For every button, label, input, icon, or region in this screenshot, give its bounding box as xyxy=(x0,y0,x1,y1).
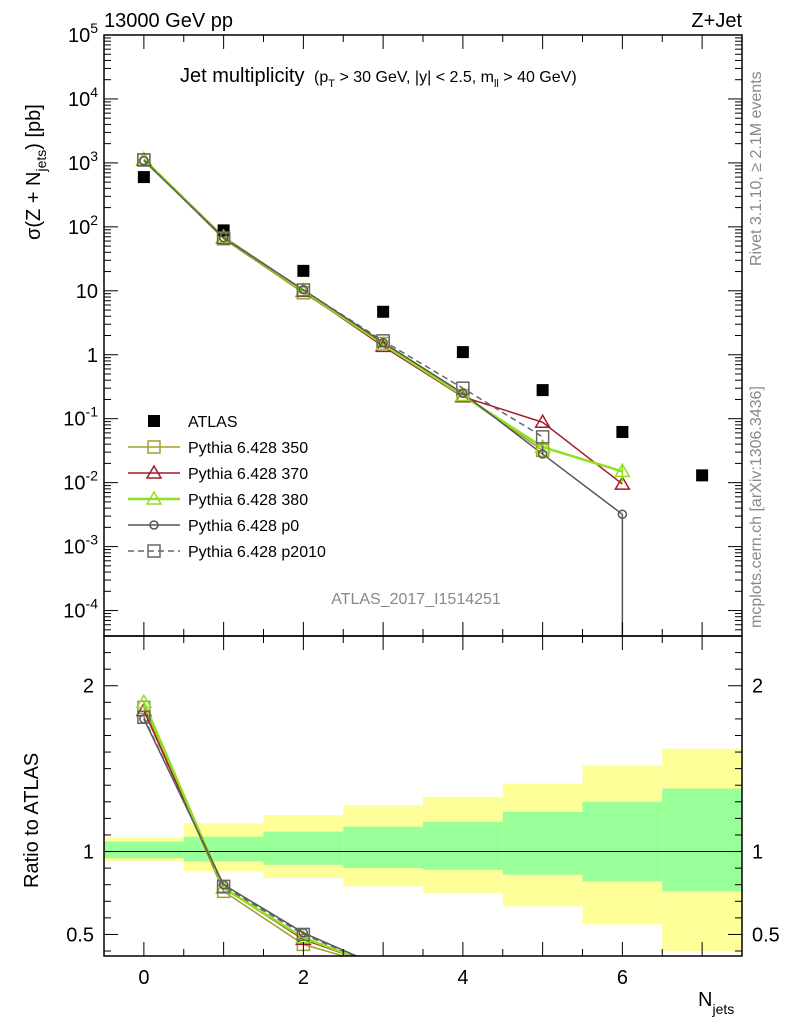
main-panel: 10-4 10-3 10-2 10-1 1 10 102 103 104 105 Jet mult… xyxy=(23,20,743,637)
mcplots-side-label: mcplots.cern.ch [arXiv:1306.3436] xyxy=(748,386,765,628)
y-axis-label-top: σ(Z + Njets) [pb] xyxy=(23,104,49,240)
ratio-marker-pythia-6-428-380-0 xyxy=(135,693,153,709)
rivet-side-label: Rivet 3.1.10, ≥ 2.1M events xyxy=(748,71,765,266)
ratio-band-green-5 xyxy=(502,811,583,875)
marker-pythia-6-428-p2010-1 xyxy=(216,231,231,245)
marker-pythia-6-428-p0-4 xyxy=(458,388,468,399)
y-tick-label: 10-2 xyxy=(63,468,98,495)
series-line-pythia-6-428-350 xyxy=(143,159,544,451)
legend: ATLAS Pythia 6.428 350 Pythia 6.428 370 Pyt… xyxy=(128,414,326,561)
ratio-band-green-1 xyxy=(183,836,264,862)
marker-atlas-2 xyxy=(297,264,310,277)
ratio-band-green-2 xyxy=(263,831,344,865)
x-tick-label: 0 xyxy=(138,967,149,989)
ratio-marker-pythia-6-428-p2010-0 xyxy=(137,710,151,724)
x-tick-label: 2 xyxy=(298,967,309,989)
marker-pythia-6-428-p0-6 xyxy=(617,509,628,520)
marker-pythia-6-428-380-6 xyxy=(614,462,631,478)
ratio-bands xyxy=(104,748,742,952)
y-tick-label: 10 xyxy=(76,281,98,303)
marker-pythia-6-428-p2010-4 xyxy=(456,381,470,395)
legend-marker-atlas xyxy=(148,415,160,427)
marker-pythia-6-428-370-6 xyxy=(614,475,631,490)
legend-label-pythia-6-428-p0: Pythia 6.428 p0 xyxy=(188,518,299,535)
ratio-y-tick-label-left: 1 xyxy=(83,842,94,864)
legend-marker-pythia-6-428-380 xyxy=(145,490,163,505)
legend-marker-pythia-6-428-p0 xyxy=(149,520,159,530)
x-tick-label: 4 xyxy=(457,967,468,989)
ratio-band-green-7 xyxy=(662,788,742,892)
marker-atlas-7 xyxy=(696,469,709,482)
y-tick-label: 105 xyxy=(68,20,98,47)
marker-atlas-6 xyxy=(616,425,629,438)
marker-pythia-6-428-p0-5 xyxy=(537,449,548,459)
legend-label-atlas: ATLAS xyxy=(188,414,238,431)
y-tick-label: 103 xyxy=(68,148,98,175)
legend-marker-pythia-6-428-p2010 xyxy=(147,544,161,558)
header-right-label: Z+Jet xyxy=(691,10,742,32)
marker-atlas-0 xyxy=(137,171,150,184)
marker-atlas-3 xyxy=(377,305,390,318)
marker-pythia-6-428-p2010-2 xyxy=(296,283,311,297)
plot-title: Jet multiplicity xyxy=(180,65,304,87)
y-tick-label: 10-1 xyxy=(63,404,98,431)
y-axis-label-bottom: Ratio to ATLAS xyxy=(21,753,43,888)
marker-pythia-6-428-p0-1 xyxy=(218,232,229,243)
x-tick-label: 6 xyxy=(617,967,628,989)
marker-pythia-6-428-p2010-3 xyxy=(376,334,390,348)
legend-marker-pythia-6-428-350 xyxy=(147,440,161,454)
ratio-band-green-3 xyxy=(343,826,423,869)
svg-text:Jet multiplicity (pT > 3: Jet multiplicity (pT > 30 GeV, |y| < 2.5… xyxy=(180,65,577,90)
x-axis-label: Njets xyxy=(698,989,734,1017)
ratio-y-tick-label-right: 0.5 xyxy=(752,924,780,946)
y-tick-label: 104 xyxy=(68,84,98,111)
analysis-id-label: ATLAS_2017_I1514251 xyxy=(331,591,501,608)
ratio-band-green-0 xyxy=(104,841,184,859)
main-series-layer xyxy=(135,150,709,636)
ratio-y-tick-label-right: 1 xyxy=(752,842,763,864)
ratio-y-tick-label-left: 2 xyxy=(83,676,94,698)
ratio-y-tick-label-right: 2 xyxy=(752,676,763,698)
ratio-y-tick-label-left: 0.5 xyxy=(66,924,94,946)
legend-label-pythia-6-428-p2010: Pythia 6.428 p2010 xyxy=(188,544,326,561)
marker-atlas-4 xyxy=(456,346,469,359)
ratio-band-green-6 xyxy=(582,801,663,882)
ratio-band-green-4 xyxy=(423,821,503,870)
y-tick-label: 10-4 xyxy=(63,596,98,623)
legend-label-pythia-6-428-350: Pythia 6.428 350 xyxy=(188,440,308,457)
series-line-pythia-6-428-p2010 xyxy=(143,159,544,438)
ratio-marker-pythia-6-428-p2010-1 xyxy=(216,879,231,894)
y-tick-label: 102 xyxy=(68,212,98,239)
marker-atlas-5 xyxy=(536,384,549,397)
marker-pythia-6-428-p2010-5 xyxy=(535,430,550,444)
series-line-pythia-6-428-370 xyxy=(143,159,623,485)
marker-pythia-6-428-p2010-0 xyxy=(137,153,151,167)
header-left-label: 13000 GeV pp xyxy=(104,10,233,32)
legend-marker-pythia-6-428-370 xyxy=(145,464,163,479)
legend-label-pythia-6-428-370: Pythia 6.428 370 xyxy=(188,466,308,483)
legend-label-pythia-6-428-380: Pythia 6.428 380 xyxy=(188,492,308,509)
ratio-panel: 0.5 0.5 1 1 2 2 0 2 4 6 Ratio to ATLAS xyxy=(21,635,780,989)
plot-title-cuts: (pT > 30 GeV, |y| < 2.5, mll > 40 GeV) xyxy=(314,69,577,90)
y-tick-label: 1 xyxy=(87,345,98,367)
marker-pythia-6-428-p0-2 xyxy=(298,284,309,295)
marker-pythia-6-428-370-5 xyxy=(534,413,551,429)
ratio-marker-pythia-6-428-p2010-2 xyxy=(296,927,311,942)
marker-pythia-6-428-p0-0 xyxy=(139,156,149,166)
y-tick-label: 10-3 xyxy=(63,532,98,559)
